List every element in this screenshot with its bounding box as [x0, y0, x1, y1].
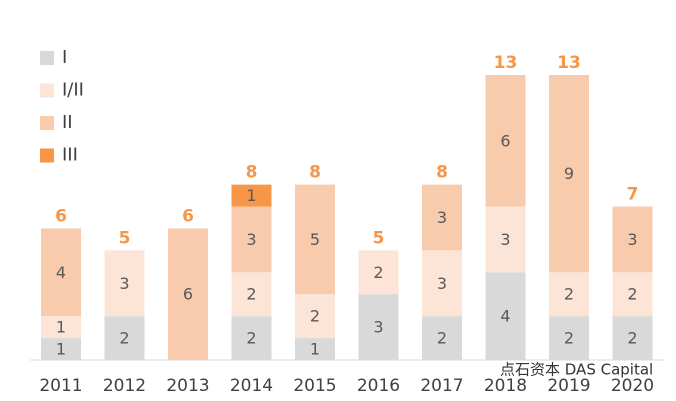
- segment-label: 1: [246, 186, 256, 205]
- bar-segment: [295, 184, 335, 295]
- segment-label: 3: [246, 230, 256, 249]
- x-tick-label: 2012: [103, 376, 146, 396]
- legend-swatch: [40, 51, 54, 65]
- x-tick-label: 2011: [39, 376, 82, 396]
- bar-segment: [104, 250, 145, 317]
- segment-label: 3: [373, 318, 383, 337]
- bar-segment: [41, 338, 81, 360]
- bar-segment: [41, 316, 81, 339]
- x-tick-label: 2020: [611, 376, 654, 396]
- x-tick-label: 2019: [547, 376, 590, 396]
- segment-label: 4: [500, 307, 510, 326]
- segment-label: 2: [246, 285, 256, 304]
- bar-segment: [41, 228, 81, 317]
- segment-label: 3: [437, 208, 447, 227]
- bar-segment: [104, 316, 145, 360]
- segment-label: 2: [246, 329, 256, 348]
- bar-segment: [549, 272, 589, 317]
- bar-segment: [612, 316, 653, 360]
- bar-segment: [612, 272, 653, 317]
- legend-swatch: [40, 148, 54, 163]
- segment-label: 9: [564, 164, 574, 183]
- segment-label: 3: [119, 274, 129, 293]
- total-label: 8: [246, 163, 258, 183]
- bar-segment: [612, 206, 653, 273]
- bar-segment: [549, 316, 589, 360]
- bar-segment: [422, 316, 462, 360]
- segment-label: 2: [119, 329, 129, 348]
- bar-segment: [168, 228, 208, 360]
- segment-label: 1: [56, 340, 66, 359]
- segment-label: 4: [56, 263, 66, 282]
- segment-label: 2: [627, 285, 637, 304]
- total-label: 13: [557, 53, 581, 73]
- bar-segment: [485, 75, 526, 207]
- legend-label: I/II: [62, 80, 84, 101]
- bar-segment: [549, 75, 589, 273]
- bar-segment: [231, 206, 272, 273]
- segment-label: 2: [310, 307, 320, 326]
- segment-label: 1: [56, 318, 66, 337]
- x-tick-label: 2014: [230, 376, 273, 396]
- x-tick-label: 2013: [166, 376, 209, 396]
- segment-label: 3: [500, 230, 510, 249]
- segment-label: 2: [564, 329, 574, 348]
- legend-swatch: [40, 83, 54, 98]
- segment-label: 3: [627, 230, 637, 249]
- legend-label: III: [62, 145, 78, 166]
- bar-segment: [295, 294, 335, 339]
- bar-segment: [422, 250, 462, 317]
- bar-segment: [422, 184, 462, 251]
- total-label: 6: [182, 206, 194, 226]
- legend-label: I: [62, 47, 67, 68]
- segment-label: 2: [627, 329, 637, 348]
- x-tick-label: 2017: [420, 376, 463, 396]
- segment-label: 1: [310, 340, 320, 359]
- segment-label: 6: [183, 285, 193, 304]
- segment-label: 2: [373, 263, 383, 282]
- total-label: 5: [119, 228, 131, 248]
- segment-label: 5: [310, 230, 320, 249]
- bar-segment: [231, 184, 272, 207]
- total-label: 13: [494, 53, 518, 73]
- legend-label: II: [62, 112, 73, 133]
- segment-label: 2: [437, 329, 447, 348]
- segment-label: 3: [437, 274, 447, 293]
- bar-segment: [295, 338, 335, 360]
- x-tick-label: 2015: [293, 376, 336, 396]
- bar-segment: [231, 316, 272, 360]
- bar-segment: [358, 294, 399, 360]
- total-label: 5: [373, 228, 385, 248]
- legend-swatch: [40, 116, 54, 130]
- bar-segment: [485, 206, 526, 273]
- total-label: 8: [309, 163, 321, 183]
- total-label: 6: [55, 206, 67, 226]
- segment-label: 2: [564, 285, 574, 304]
- x-tick-label: 2018: [484, 376, 527, 396]
- segment-label: 6: [500, 131, 510, 150]
- total-label: 7: [627, 185, 639, 205]
- bar-segment: [485, 272, 526, 360]
- watermark: 点石资本 DAS Capital: [500, 361, 653, 379]
- x-tick-label: 2016: [357, 376, 400, 396]
- bar-segment: [358, 250, 399, 295]
- bar-segment: [231, 272, 272, 317]
- total-label: 8: [436, 163, 448, 183]
